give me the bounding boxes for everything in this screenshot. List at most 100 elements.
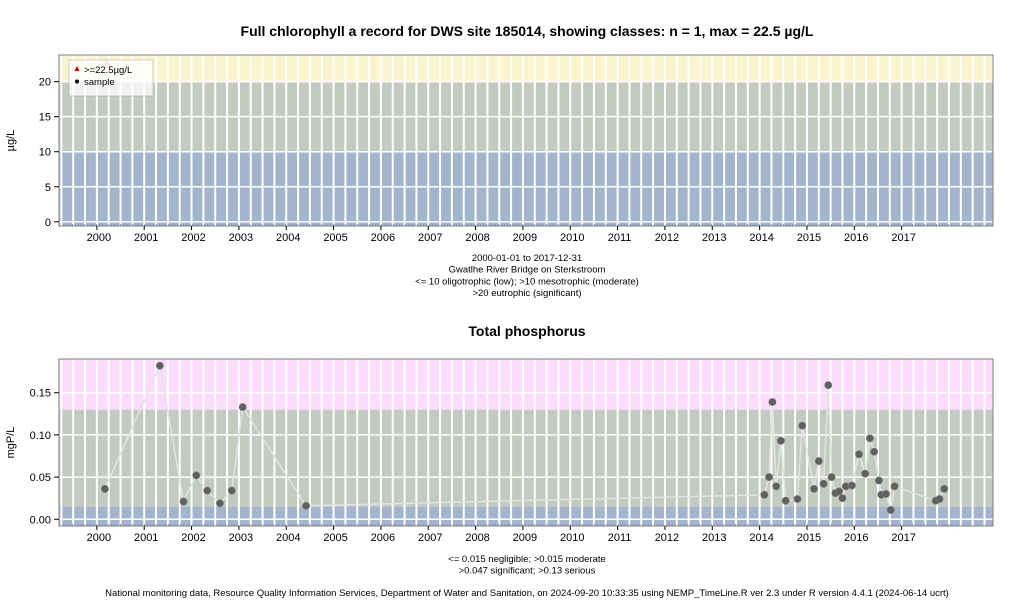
x-tick-label: 2005 [323,532,347,544]
data-point [238,403,247,411]
data-point [798,421,807,430]
y-tick-label: 10 [39,147,51,159]
x-tick-label: 2002 [181,532,205,544]
x-tick-label: 2013 [702,532,726,544]
y-tick-label: 0.00 [30,514,51,526]
x-tick-label: 2010 [560,232,584,244]
class-note: <= 0.015 negligible; >0.015 moderate [448,554,606,565]
data-point [814,457,823,465]
x-tick-label: 2000 [87,532,111,544]
data-point [772,482,781,491]
y-tick-label: 5 [45,182,51,194]
data-point [848,481,856,490]
data-point [765,473,773,481]
x-tick-label: 2016 [844,532,868,544]
data-point [940,484,949,493]
data-point [835,487,844,496]
x-tick-label: 2007 [418,532,442,544]
data-point [838,494,847,503]
x-tick-label: 2012 [655,232,679,244]
x-tick-label: 2010 [560,532,584,544]
x-tick-label: 2009 [513,532,537,544]
month-gridlines [59,359,993,526]
x-tick-label: 2015 [797,232,821,244]
data-point [227,486,236,495]
data-point [192,471,201,480]
x-tick-label: 2015 [797,532,821,544]
y-tick-label: 0.15 [30,388,51,400]
legend-label: sample [84,77,115,88]
x-tick-label: 2007 [418,232,442,244]
x-tick-label: 2014 [749,232,773,244]
x-tick-label: 2009 [513,232,537,244]
class-band-0 [59,151,993,226]
x-tick-label: 2006 [371,232,395,244]
class-note: >20 eutrophic (significant) [472,288,581,299]
class-band-1 [59,409,993,507]
data-point [935,495,944,503]
class-note: >0.047 significant; >0.13 serious [459,566,596,577]
legend-marker-dot [75,79,79,84]
x-tick-label: 2001 [134,232,158,244]
data-point [827,473,836,481]
class-band-0 [59,506,993,526]
data-point [768,398,777,406]
y-axis-label: mgP/L [5,427,17,459]
x-tick-label: 2012 [655,532,679,544]
footer-note: National monitoring data, Resource Quali… [105,588,949,599]
y-axis-label: µg/L [5,130,17,152]
data-point [819,479,828,488]
data-point [179,497,188,506]
data-point [875,476,883,485]
chlorophyll-panel: 0 5 10 15 20 2000 2001 2002 2003 2004 2005 2006 2007… [5,23,994,299]
class-note: <= 10 oligotrophic (low); >10 mesotrophi… [415,276,639,287]
x-tick-label: 2001 [134,532,158,544]
data-point [886,506,895,514]
data-point [216,499,224,508]
data-point [777,436,785,445]
data-point [810,484,818,493]
y-tick-label: 0.10 [30,430,51,442]
x-tick-label: 2016 [844,232,868,244]
x-tick-label: 2011 [608,532,632,544]
data-point [824,381,833,390]
legend-marker-triangle [74,66,80,71]
phosphorus-panel: 0.00 0.05 0.10 0.15 2000 2001 2002 2003 2004 2005… [5,323,994,577]
data-point [101,484,109,493]
legend-box [68,59,154,97]
plot-frame [58,54,994,227]
x-tick-label: 2008 [465,532,489,544]
data-point [793,495,802,503]
x-tick-label: 2003 [229,232,253,244]
data-point [302,501,311,510]
legend-label: >=22.5µg/L [84,65,132,76]
y-tick-label: 0 [45,217,51,229]
x-tick-label: 2017 [891,232,915,244]
month-gridlines [59,55,993,226]
y-tick-label: 0.05 [30,472,51,484]
x-tick-label: 2002 [181,232,205,244]
class-band-2 [59,55,993,82]
data-point [781,496,790,505]
class-note: 2000-01-01 to 2017-12-31 [472,253,582,264]
x-tick-label: 2014 [749,532,773,544]
data-point [866,434,874,443]
plot-frame [58,358,994,527]
x-tick-label: 2011 [608,232,632,244]
x-tick-label: 2004 [276,232,300,244]
chart-title: Total phosphorus [468,323,585,339]
x-tick-label: 2000 [87,232,111,244]
class-note: Gwatlhe River Bridge on Sterkstroom [449,265,606,276]
x-tick-label: 2013 [702,232,726,244]
x-tick-label: 2003 [229,532,253,544]
x-tick-label: 2017 [891,532,915,544]
x-tick-label: 2006 [371,532,395,544]
x-tick-label: 2004 [276,532,300,544]
data-point [870,447,879,456]
data-point [882,490,890,498]
x-tick-label: 2005 [323,232,347,244]
y-tick-label: 15 [39,112,51,124]
class-band-2 [59,359,993,410]
